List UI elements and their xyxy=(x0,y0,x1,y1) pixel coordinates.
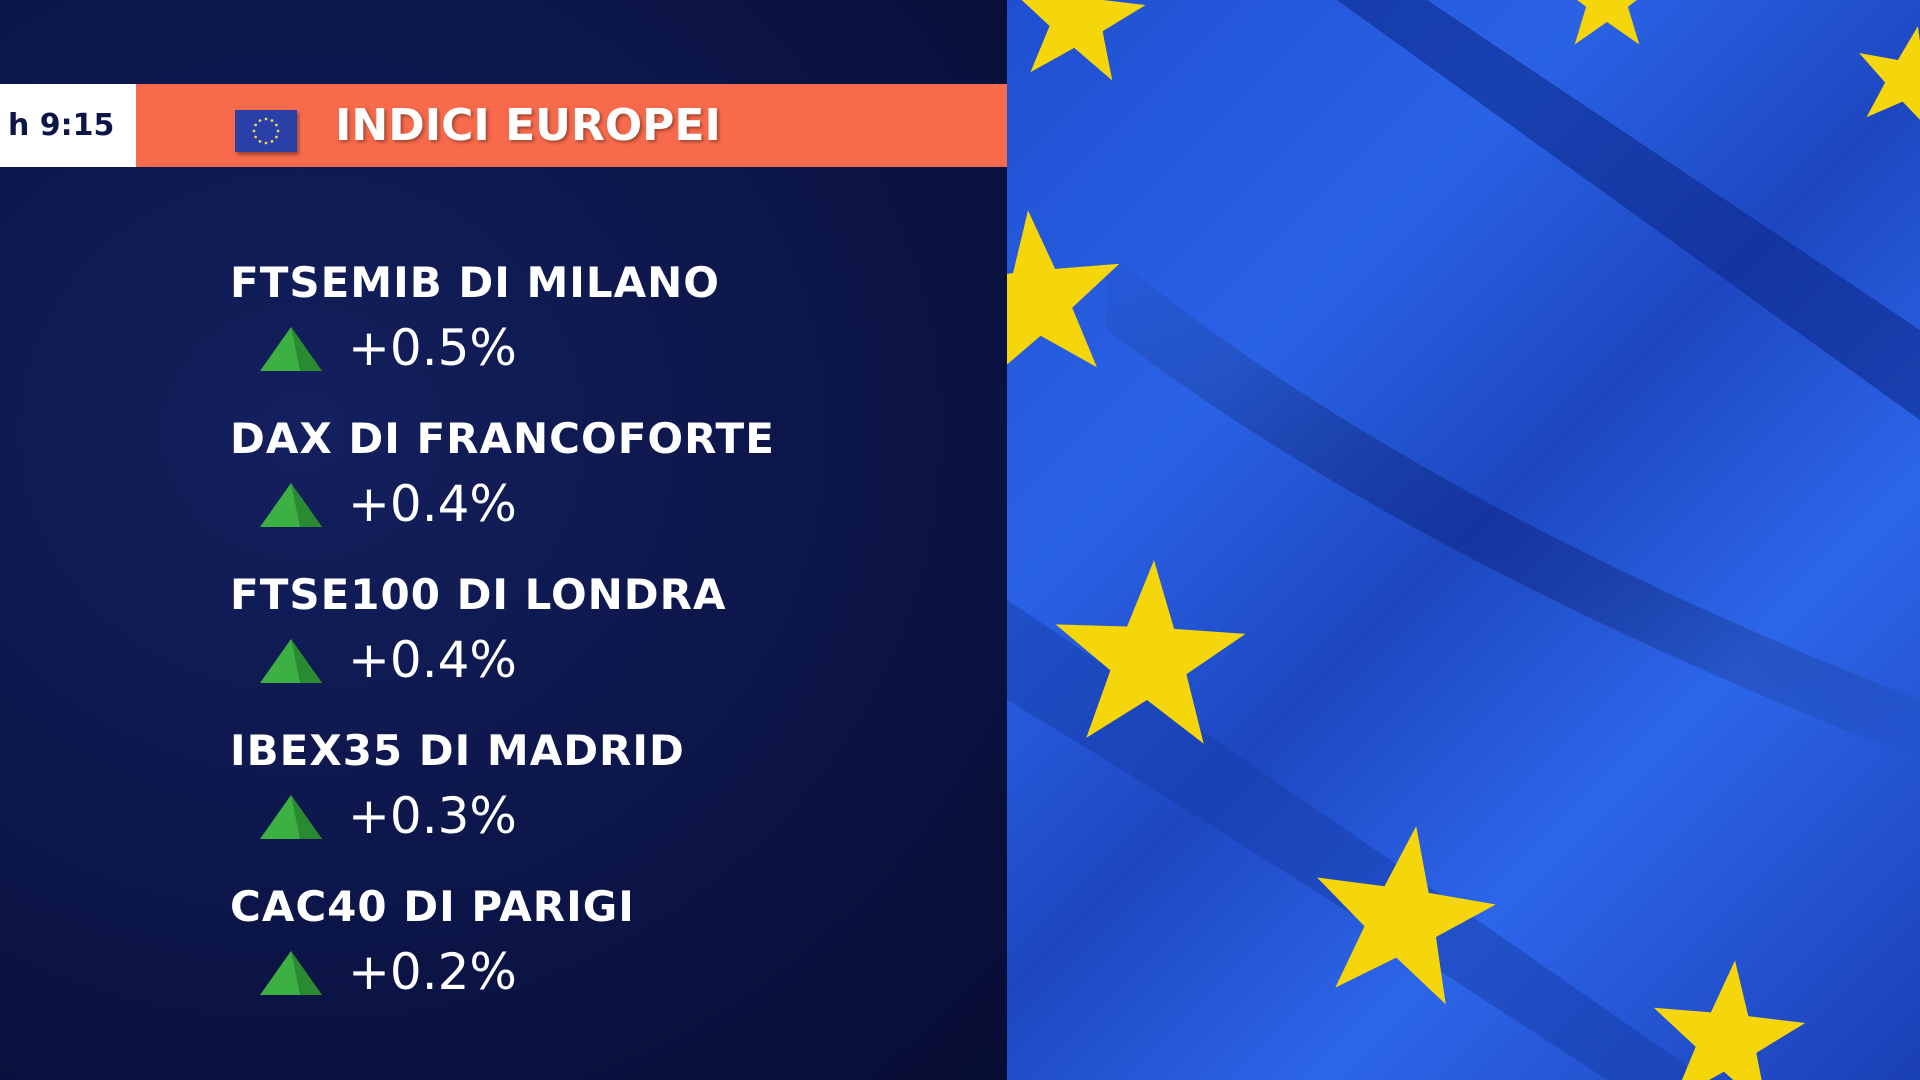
index-item: DAX DI FRANCOFORTE +0.4% xyxy=(230,409,775,539)
up-arrow-icon xyxy=(260,639,322,683)
left-panel: h 9:15 INDICI EUROPEI FTSEMIB DI MILANO … xyxy=(0,0,1007,1080)
index-name: FTSEMIB DI MILANO xyxy=(230,258,720,307)
index-change-row: +0.3% xyxy=(230,781,685,851)
index-item: IBEX35 DI MADRID +0.3% xyxy=(230,721,685,851)
up-arrow-icon xyxy=(260,951,322,995)
up-arrow-icon xyxy=(260,795,322,839)
index-change-row: +0.4% xyxy=(230,469,775,539)
index-name: DAX DI FRANCOFORTE xyxy=(230,414,775,463)
header-bar: h 9:15 INDICI EUROPEI xyxy=(0,84,1007,167)
index-change: +0.3% xyxy=(348,787,517,845)
index-change-row: +0.2% xyxy=(230,937,635,1007)
index-change: +0.4% xyxy=(348,631,517,689)
index-item: FTSE100 DI LONDRA +0.4% xyxy=(230,565,727,695)
title-band: INDICI EUROPEI xyxy=(136,84,1007,167)
index-name: IBEX35 DI MADRID xyxy=(230,726,685,775)
page-title: INDICI EUROPEI xyxy=(335,100,721,151)
flag-star xyxy=(1574,0,1640,45)
up-arrow-icon xyxy=(260,483,322,527)
flag-star xyxy=(1055,560,1246,744)
index-item: FTSEMIB DI MILANO +0.5% xyxy=(230,253,720,383)
index-name: CAC40 DI PARIGI xyxy=(230,882,635,931)
flag-star xyxy=(1317,826,1496,1005)
index-change: +0.2% xyxy=(348,943,517,1001)
flag-star xyxy=(1859,26,1920,120)
index-change-row: +0.5% xyxy=(230,313,720,383)
index-name: FTSE100 DI LONDRA xyxy=(230,570,727,619)
index-item: CAC40 DI PARIGI +0.2% xyxy=(230,877,635,1007)
flag-star xyxy=(1007,210,1120,368)
index-change-row: +0.4% xyxy=(230,625,727,695)
flag-star xyxy=(1021,0,1146,81)
time-label: h 9:15 xyxy=(0,84,136,167)
eu-flag-image xyxy=(1007,0,1920,1080)
eu-flag-icon xyxy=(235,110,297,152)
up-arrow-icon xyxy=(260,327,322,371)
index-change: +0.4% xyxy=(348,475,517,533)
index-change: +0.5% xyxy=(348,319,517,377)
flag-star xyxy=(1653,960,1806,1080)
